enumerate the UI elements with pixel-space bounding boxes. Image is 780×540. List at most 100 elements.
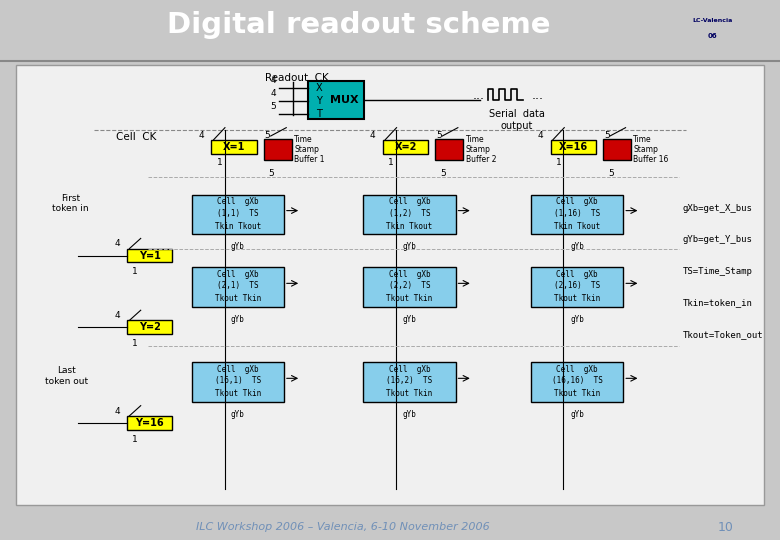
Bar <box>603 139 631 160</box>
Text: ...: ... <box>532 90 544 103</box>
Text: (2,16)  TS: (2,16) TS <box>554 281 601 291</box>
Text: Tkin Tkout: Tkin Tkout <box>554 221 601 231</box>
Text: Tkin Tkout: Tkin Tkout <box>386 221 433 231</box>
Text: Time
Stamp
Buffer 16: Time Stamp Buffer 16 <box>633 134 668 164</box>
Text: gYb: gYb <box>231 242 245 252</box>
Text: X: X <box>316 83 322 93</box>
Text: Y: Y <box>316 96 322 106</box>
Text: TS=Time_Stamp: TS=Time_Stamp <box>682 267 753 276</box>
Bar <box>127 248 172 262</box>
Text: 4: 4 <box>270 89 276 98</box>
Text: Serial  data
output: Serial data output <box>489 109 545 131</box>
Text: gYb: gYb <box>570 315 584 324</box>
Text: 5: 5 <box>270 102 276 111</box>
Text: gYb: gYb <box>402 242 417 252</box>
Text: X=2: X=2 <box>395 141 417 152</box>
Text: gXb=get_X_bus: gXb=get_X_bus <box>682 204 753 213</box>
Text: Y=16: Y=16 <box>136 418 164 428</box>
Text: Cell  CK: Cell CK <box>116 132 157 142</box>
Text: LC-Valencia: LC-Valencia <box>693 18 733 23</box>
Text: 10: 10 <box>718 521 733 534</box>
Text: 5: 5 <box>264 131 271 139</box>
Text: Tkin=token_in: Tkin=token_in <box>682 298 753 307</box>
Text: X=16: X=16 <box>558 141 588 152</box>
Text: Tkout=Token_out: Tkout=Token_out <box>682 330 763 339</box>
Text: 5: 5 <box>436 131 442 139</box>
Text: (16,16)  TS: (16,16) TS <box>551 376 603 386</box>
Bar <box>363 267 456 307</box>
Text: Cell  gXb: Cell gXb <box>388 270 431 279</box>
Text: Tkin Tkout: Tkin Tkout <box>215 221 261 231</box>
Bar <box>551 140 596 153</box>
Text: gYb=get_Y_bus: gYb=get_Y_bus <box>682 235 753 244</box>
Bar <box>127 320 172 334</box>
Text: (2,1)  TS: (2,1) TS <box>217 281 259 291</box>
Text: (1,1)  TS: (1,1) TS <box>217 208 259 218</box>
Text: Cell  gXb: Cell gXb <box>217 365 259 374</box>
Bar <box>531 194 623 234</box>
Text: 5: 5 <box>608 169 614 178</box>
Text: Time
Stamp
Buffer 2: Time Stamp Buffer 2 <box>466 134 496 164</box>
Text: Tkout Tkin: Tkout Tkin <box>215 389 261 399</box>
Bar <box>192 194 284 234</box>
Text: MUX: MUX <box>330 96 359 105</box>
Text: Cell  gXb: Cell gXb <box>388 197 431 206</box>
Text: (16,1)  TS: (16,1) TS <box>215 376 261 386</box>
Bar <box>531 362 623 402</box>
Text: gYb: gYb <box>402 410 417 419</box>
Text: 4: 4 <box>114 407 120 416</box>
Text: gYb: gYb <box>231 410 245 419</box>
Bar <box>308 82 364 119</box>
Text: Cell  gXb: Cell gXb <box>217 270 259 279</box>
Text: gYb: gYb <box>570 410 584 419</box>
Text: ...: ... <box>472 90 484 103</box>
Bar <box>192 267 284 307</box>
Text: 06: 06 <box>708 33 718 39</box>
Text: gYb: gYb <box>570 242 584 252</box>
Text: X=1: X=1 <box>223 141 245 152</box>
Text: 1: 1 <box>133 267 138 276</box>
Text: Tkout Tkin: Tkout Tkin <box>554 389 601 399</box>
Bar <box>435 139 463 160</box>
Bar <box>363 194 456 234</box>
Text: Last
token out: Last token out <box>44 366 88 386</box>
Text: 1: 1 <box>388 158 394 167</box>
Text: (16,2)  TS: (16,2) TS <box>386 376 433 386</box>
Text: Tkout Tkin: Tkout Tkin <box>215 294 261 303</box>
Text: 4: 4 <box>537 131 544 139</box>
Bar <box>127 416 172 430</box>
Text: (1,16)  TS: (1,16) TS <box>554 208 601 218</box>
Text: 4: 4 <box>114 239 120 248</box>
Text: T: T <box>316 109 322 119</box>
Bar <box>383 140 428 153</box>
Text: 4: 4 <box>370 131 376 139</box>
Text: Y=1: Y=1 <box>139 251 161 260</box>
Bar <box>264 139 292 160</box>
Text: Digital readout scheme: Digital readout scheme <box>167 11 551 39</box>
Text: 5: 5 <box>440 169 446 178</box>
Text: Cell  gXb: Cell gXb <box>388 365 431 374</box>
Text: 4: 4 <box>270 76 276 85</box>
Text: (2,2)  TS: (2,2) TS <box>388 281 431 291</box>
Text: 1: 1 <box>556 158 562 167</box>
Text: 4: 4 <box>114 311 120 320</box>
Text: Cell  gXb: Cell gXb <box>556 197 598 206</box>
Text: Tkout Tkin: Tkout Tkin <box>554 294 601 303</box>
Text: Cell  gXb: Cell gXb <box>556 365 598 374</box>
Text: Cell  gXb: Cell gXb <box>556 270 598 279</box>
Text: Tkout Tkin: Tkout Tkin <box>386 389 433 399</box>
Text: 5: 5 <box>604 131 610 139</box>
Text: gYb: gYb <box>402 315 417 324</box>
Text: (1,2)  TS: (1,2) TS <box>388 208 431 218</box>
Text: 4: 4 <box>198 131 204 139</box>
Text: Y=2: Y=2 <box>139 322 161 332</box>
Text: Readout  CK: Readout CK <box>264 73 328 83</box>
Text: Tkout Tkin: Tkout Tkin <box>386 294 433 303</box>
Text: Cell  gXb: Cell gXb <box>217 197 259 206</box>
Text: ILC Workshop 2006 – Valencia, 6-10 November 2006: ILC Workshop 2006 – Valencia, 6-10 Novem… <box>197 522 490 532</box>
Text: 1: 1 <box>133 435 138 443</box>
Bar <box>192 362 284 402</box>
Text: First
token in: First token in <box>52 194 88 213</box>
Text: 5: 5 <box>268 169 275 178</box>
Bar <box>211 140 257 153</box>
